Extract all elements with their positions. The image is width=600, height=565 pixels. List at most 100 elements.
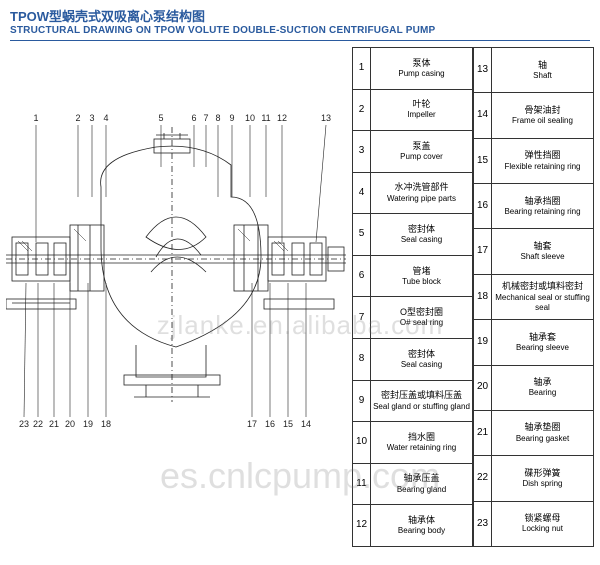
part-number: 14 <box>474 93 492 138</box>
callout-number: 16 <box>265 419 275 429</box>
part-label-cn: 弹性挡圈 <box>494 150 591 161</box>
part-label-cn: 轴承垫圈 <box>494 422 591 433</box>
part-label-en: Seal casing <box>373 360 470 370</box>
part-label-en: Water retaining ring <box>373 443 470 453</box>
part-label-cn: 骨架油封 <box>494 105 591 116</box>
table-row: 2叶轮Impeller <box>353 89 473 131</box>
part-number: 18 <box>474 274 492 319</box>
part-number: 17 <box>474 229 492 274</box>
pump-cross-section <box>6 47 346 547</box>
part-label-en: Bearing body <box>373 526 470 536</box>
callout-number: 4 <box>103 113 108 123</box>
part-label: 碟形弹簧Dish spring <box>492 456 594 501</box>
table-row: 20轴承Bearing <box>474 365 594 410</box>
callout-number: 15 <box>283 419 293 429</box>
part-label-cn: 泵体 <box>373 58 470 69</box>
content-row: 1234567891011121323222120191817161514 1泵… <box>0 41 600 547</box>
part-number: 5 <box>353 214 371 256</box>
callout-number: 20 <box>65 419 75 429</box>
part-label: 轴Shaft <box>492 48 594 93</box>
part-number: 22 <box>474 456 492 501</box>
callout-number: 18 <box>101 419 111 429</box>
table-row: 8密封体Seal casing <box>353 339 473 381</box>
table-row: 23锁紧螺母Locking nut <box>474 501 594 546</box>
part-label: 轴承压盖Bearing gland <box>371 463 473 505</box>
callout-number: 13 <box>321 113 331 123</box>
part-label: 密封体Seal casing <box>371 214 473 256</box>
part-label-en: Mechanical seal or stuffing seal <box>494 293 591 313</box>
part-label: 轴承Bearing <box>492 365 594 410</box>
part-label: 锁紧螺母Locking nut <box>492 501 594 546</box>
callout-number: 7 <box>203 113 208 123</box>
part-label-en: Flexible retaining ring <box>494 162 591 172</box>
part-label-en: O# seal ring <box>373 318 470 328</box>
part-label-cn: 轴承套 <box>494 332 591 343</box>
table-row: 1泵体Pump casing <box>353 48 473 90</box>
part-number: 1 <box>353 48 371 90</box>
table-row: 17轴套Shaft sleeve <box>474 229 594 274</box>
part-label-cn: 叶轮 <box>373 99 470 110</box>
callout-number: 10 <box>245 113 255 123</box>
part-label: 挡水圈Water retaining ring <box>371 422 473 464</box>
table-row: 22碟形弹簧Dish spring <box>474 456 594 501</box>
part-number: 20 <box>474 365 492 410</box>
table-row: 18机械密封或填料密封Mechanical seal or stuffing s… <box>474 274 594 319</box>
part-number: 13 <box>474 48 492 93</box>
title-english: STRUCTURAL DRAWING ON TPOW VOLUTE DOUBLE… <box>10 25 590 36</box>
callout-number: 5 <box>158 113 163 123</box>
part-label-cn: 轴承挡圈 <box>494 196 591 207</box>
part-label: 密封体Seal casing <box>371 339 473 381</box>
table-row: 7O型密封圈O# seal ring <box>353 297 473 339</box>
part-label: 弹性挡圈Flexible retaining ring <box>492 138 594 183</box>
callout-number: 17 <box>247 419 257 429</box>
part-number: 6 <box>353 255 371 297</box>
part-label-cn: 轴套 <box>494 241 591 252</box>
parts-tables: 1泵体Pump casing2叶轮Impeller3泵盖Pump cover4水… <box>352 47 594 547</box>
part-label: 管堵Tube block <box>371 255 473 297</box>
title-chinese: TPOW型蜗壳式双吸离心泵结构图 <box>10 6 590 25</box>
table-row: 10挡水圈Water retaining ring <box>353 422 473 464</box>
part-label-cn: 密封体 <box>373 224 470 235</box>
part-label-cn: 碟形弹簧 <box>494 468 591 479</box>
table-row: 16轴承挡圈Bearing retaining ring <box>474 184 594 229</box>
part-label-cn: O型密封圈 <box>373 307 470 318</box>
parts-table-left: 1泵体Pump casing2叶轮Impeller3泵盖Pump cover4水… <box>352 47 473 547</box>
structural-drawing: 1234567891011121323222120191817161514 <box>6 47 346 547</box>
callout-number: 19 <box>83 419 93 429</box>
callout-number: 22 <box>33 419 43 429</box>
part-label: 泵体Pump casing <box>371 48 473 90</box>
table-row: 13轴Shaft <box>474 48 594 93</box>
part-label-en: Bearing <box>494 388 591 398</box>
part-label-cn: 水冲洗管部件 <box>373 182 470 193</box>
table-row: 6管堵Tube block <box>353 255 473 297</box>
callout-number: 2 <box>75 113 80 123</box>
part-label-en: Seal casing <box>373 235 470 245</box>
table-row: 12轴承体Bearing body <box>353 505 473 547</box>
part-number: 21 <box>474 410 492 455</box>
table-row: 19轴承套Bearing sleeve <box>474 320 594 365</box>
part-label-en: Shaft <box>494 71 591 81</box>
part-label-cn: 轴 <box>494 60 591 71</box>
callout-number: 11 <box>261 113 270 123</box>
table-row: 11轴承压盖Bearing gland <box>353 463 473 505</box>
callout-number: 9 <box>229 113 234 123</box>
callout-number: 6 <box>191 113 196 123</box>
callout-number: 3 <box>89 113 94 123</box>
part-label-cn: 轴承 <box>494 377 591 388</box>
table-row: 9密封压盖或填料压盖Seal gland or stuffing gland <box>353 380 473 422</box>
part-number: 7 <box>353 297 371 339</box>
part-number: 9 <box>353 380 371 422</box>
part-number: 15 <box>474 138 492 183</box>
part-label-cn: 轴承体 <box>373 515 470 526</box>
callout-number: 1 <box>33 113 38 123</box>
part-label-en: Bearing sleeve <box>494 343 591 353</box>
part-label: 密封压盖或填料压盖Seal gland or stuffing gland <box>371 380 473 422</box>
part-number: 11 <box>353 463 371 505</box>
part-label: 轴套Shaft sleeve <box>492 229 594 274</box>
part-label-en: Seal gland or stuffing gland <box>373 402 470 412</box>
part-label-en: Frame oil sealing <box>494 116 591 126</box>
part-label-cn: 机械密封或填料密封 <box>494 281 591 292</box>
part-label: 轴承体Bearing body <box>371 505 473 547</box>
part-number: 19 <box>474 320 492 365</box>
part-label: 泵盖Pump cover <box>371 131 473 173</box>
